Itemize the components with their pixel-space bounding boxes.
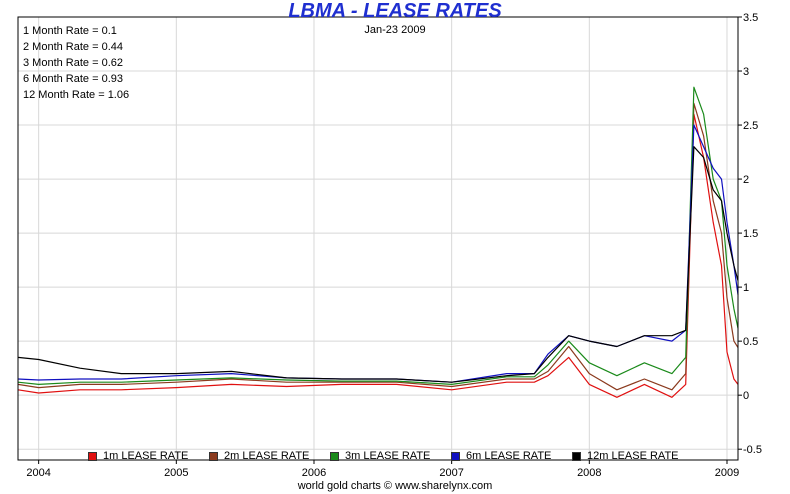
legend-label-6m: 6m LEASE RATE (466, 450, 552, 462)
legend-swatch-12m (572, 451, 581, 461)
date-label: Jan-23 2009 (364, 24, 426, 36)
legend-label-12m: 12m LEASE RATE (587, 450, 679, 462)
series-line-2 (17, 102, 739, 391)
legend-swatch-1m (88, 451, 97, 461)
rate-summary: 1 Month Rate = 0.1 2 Month Rate = 0.44 3… (23, 23, 129, 103)
y-tick-label: 2.5 (743, 120, 758, 132)
y-tick-label: 0 (743, 390, 749, 402)
x-tick-label: 2006 (302, 467, 326, 479)
y-tick-label: -0.5 (743, 444, 762, 456)
legend-item-6m: 6m LEASE RATE (451, 450, 572, 462)
rate-summary-1m: 1 Month Rate = 0.1 (23, 25, 117, 37)
series-line-3 (17, 86, 739, 385)
x-tick-label: 2007 (439, 467, 463, 479)
y-axis-ticks: 3.5 3 2.5 2 1.5 1 0.5 0 -0.5 (738, 12, 762, 456)
x-tick-label: 2008 (577, 467, 601, 479)
legend-item-1m: 1m LEASE RATE (88, 450, 209, 462)
legend-label-1m: 1m LEASE RATE (103, 450, 189, 462)
y-tick-label: 2 (743, 174, 749, 186)
legend-label-3m: 3m LEASE RATE (345, 450, 431, 462)
legend-swatch-3m (330, 451, 339, 461)
plot-frame (17, 16, 739, 461)
x-tick-label: 2005 (164, 467, 188, 479)
source-credit: world gold charts © www.sharelynx.com (297, 480, 493, 492)
rate-summary-6m: 6 Month Rate = 0.93 (23, 73, 123, 85)
x-tick-label: 2004 (26, 467, 50, 479)
y-tick-label: 1.5 (743, 228, 758, 240)
x-axis-ticks: 2004 2005 2006 2007 2008 2009 (26, 460, 739, 479)
y-tick-label: 3 (743, 66, 749, 78)
chart-title: LBMA - LEASE RATES (288, 0, 502, 22)
rate-summary-3m: 3 Month Rate = 0.62 (23, 57, 123, 69)
legend-item-12m: 12m LEASE RATE (572, 450, 712, 462)
series-line-1 (17, 113, 739, 398)
legend-label-2m: 2m LEASE RATE (224, 450, 310, 462)
legend-swatch-6m (451, 451, 460, 461)
legend: 1m LEASE RATE 2m LEASE RATE 3m LEASE RAT… (88, 450, 712, 462)
legend-swatch-2m (209, 451, 218, 461)
rate-summary-12m: 12 Month Rate = 1.06 (23, 89, 130, 101)
y-tick-label: 0.5 (743, 336, 758, 348)
x-tick-label: 2009 (715, 467, 739, 479)
series-line-5 (17, 146, 739, 383)
legend-item-3m: 3m LEASE RATE (330, 450, 451, 462)
y-tick-label: 3.5 (743, 12, 758, 24)
series-lines (17, 86, 739, 398)
rate-summary-2m: 2 Month Rate = 0.44 (23, 41, 123, 53)
y-tick-label: 1 (743, 282, 749, 294)
legend-item-2m: 2m LEASE RATE (209, 450, 330, 462)
series-line-4 (17, 124, 739, 383)
